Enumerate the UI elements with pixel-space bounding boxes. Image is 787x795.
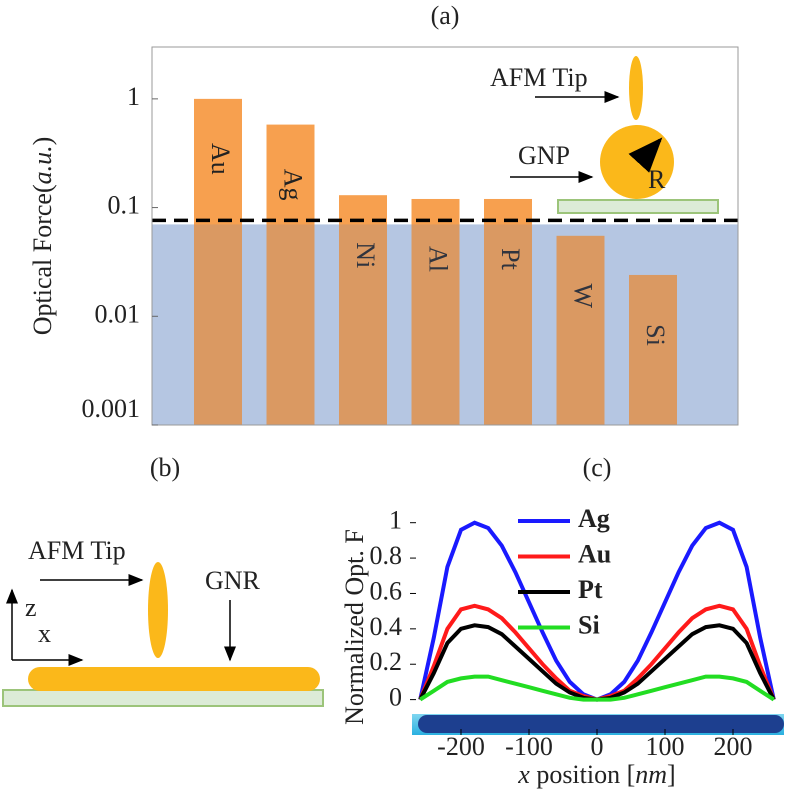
x-axis-label: x position [nm] [517,760,675,789]
y-tick-label: 0 [389,683,402,712]
y-tick-label: 0.2 [370,647,403,676]
x-tick-label: 100 [646,732,685,761]
chart-title: (c) [583,453,612,482]
plot-frame [151,46,739,426]
y-axis-label: Optical Force(a.u.) [28,137,57,336]
bar-label: Ni [351,242,380,268]
bar-label: Ag [279,169,308,201]
x-axis-label-part: ] [667,760,676,789]
afm-tip [148,562,168,658]
bar-label: Al [424,246,453,272]
annotation: GNR [205,566,261,595]
y-tick-label: 0.01 [95,299,141,328]
bar [339,195,387,425]
y-tick-label: 1 [127,82,140,111]
y-tick-label: 0.4 [370,612,403,641]
panel-b: (b) AFM Tip GNR z x [2,453,324,707]
y-tick-label: 1 [389,506,402,535]
afm-tip [629,56,643,120]
series-line [419,674,775,702]
y-tick-label: 0.8 [370,541,403,570]
bar [484,198,532,425]
y-axis-label-part: a.u. [28,145,57,184]
chart-title: (a) [431,1,460,30]
rod [418,715,784,733]
x-tick-label: 0 [591,732,604,761]
x-tick-label: 200 [714,732,753,761]
bar-label: W [569,284,598,309]
bar [629,274,677,425]
annotation: AFM Tip [490,63,588,92]
x-axis-label-part: position [ [530,760,635,789]
y-tick-label: 0.1 [108,191,141,220]
x-tick-label: -200 [437,732,485,761]
bar [194,98,242,425]
x-tick-label: -100 [505,732,553,761]
legend-label: Ag [578,504,610,533]
panel-label: (b) [150,453,180,482]
axis-label: z [25,593,37,622]
threshold-shade [152,224,738,425]
axis-label: x [38,619,51,648]
annotation: AFM Tip [28,536,126,565]
y-axis-label-part: Optical Force( [28,184,57,335]
x-axis-label-part: nm [635,760,667,789]
legend-label: Si [578,610,600,639]
legend-label: Pt [578,575,603,604]
y-axis-label: Normalized Opt. F [340,529,369,725]
bar-label: Au [206,143,235,175]
annotation: GNP [518,141,570,170]
legend-label: Au [578,539,611,568]
bar-label: Pt [496,248,525,270]
annotation: R [648,165,666,194]
arrow [628,137,663,173]
bar [556,235,605,425]
y-tick-label: 0.001 [82,394,141,423]
inset-schematic: AFM Tip GNP R [490,56,719,214]
chart: 0 0.2 0.4 0.6 0.8 1 -200 -100 0 100 200 Ag Au Pt Si (c)… [340,453,784,789]
bar-label: Si [641,324,670,346]
bar [411,198,460,425]
x-axis-label-part: x [517,760,530,789]
gnr [28,667,320,691]
y-axis-label-part: ) [28,137,57,146]
y-tick-label: 0.6 [370,576,403,605]
substrate [557,199,719,214]
substrate [2,689,324,707]
bar [266,124,315,426]
